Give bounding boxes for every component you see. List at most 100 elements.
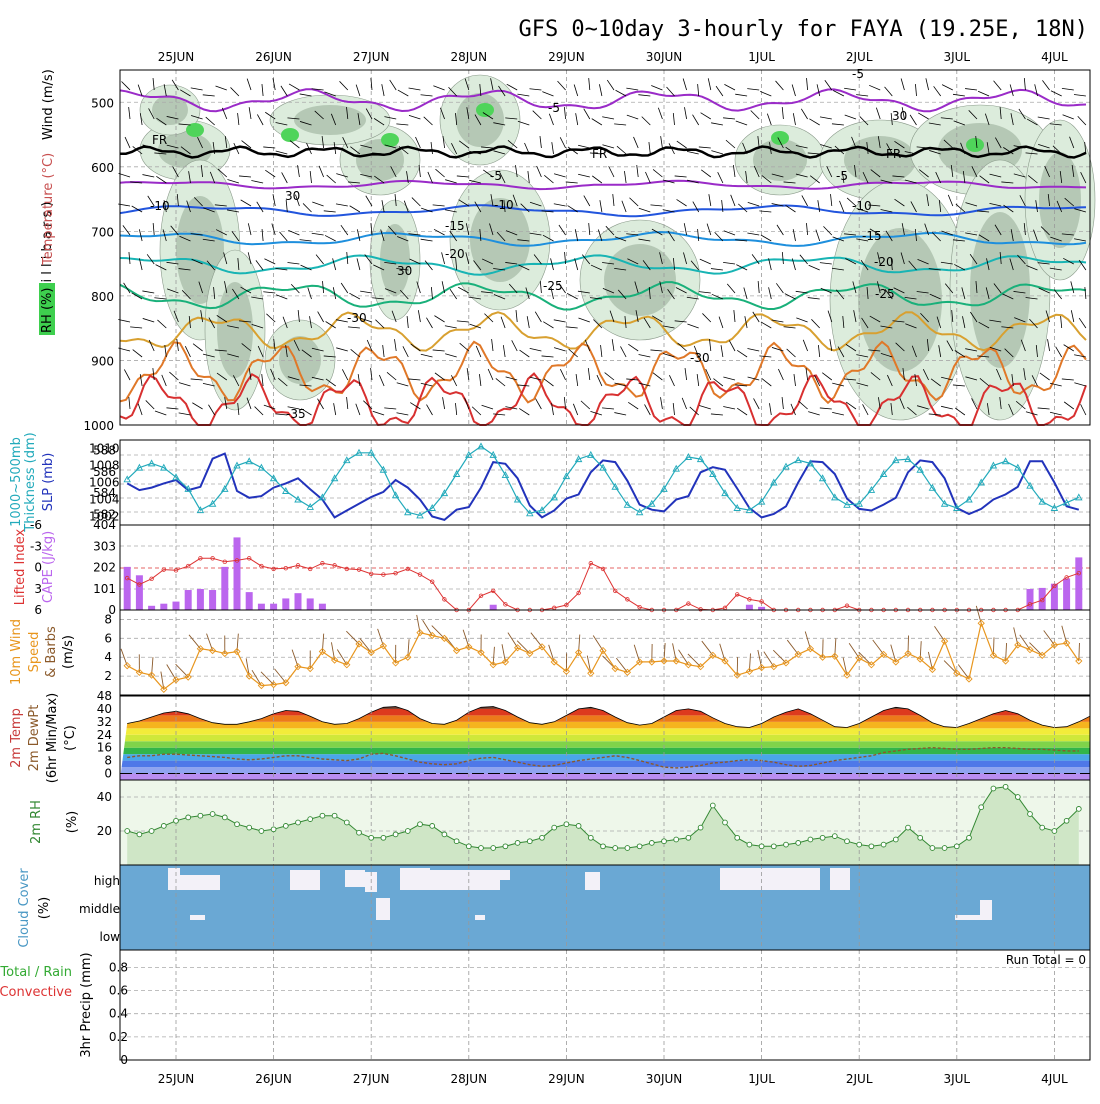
cloud-clear-block bbox=[955, 915, 980, 920]
cloud-fill bbox=[120, 865, 1090, 950]
rh-point bbox=[1040, 825, 1045, 830]
cloud-clear-block bbox=[190, 915, 205, 920]
contour-label: -25 bbox=[543, 279, 563, 293]
rh-point bbox=[247, 825, 252, 830]
temp-tick: 48 bbox=[97, 689, 112, 703]
rh-point bbox=[893, 837, 898, 842]
cloud-level-label: high bbox=[94, 874, 120, 888]
cape-bar bbox=[124, 567, 131, 610]
temp-band bbox=[120, 754, 1090, 760]
cloud-clear-block bbox=[475, 915, 485, 920]
wind10-tick: 8 bbox=[104, 612, 112, 626]
cape-bar bbox=[160, 604, 167, 610]
rh-point bbox=[686, 835, 691, 840]
temp-band bbox=[120, 728, 1090, 734]
top-date-label: 28JUN bbox=[451, 50, 488, 64]
slp-tick: 1004 bbox=[89, 493, 120, 507]
bottom-date-label: 29JUN bbox=[548, 1072, 585, 1086]
rh-point bbox=[198, 813, 203, 818]
temp-tick: 40 bbox=[97, 702, 112, 716]
rh-point bbox=[881, 842, 886, 847]
rh-shade-mid bbox=[217, 282, 253, 378]
label-temp-3: (6hr Min/Max) bbox=[45, 693, 60, 783]
rh-point bbox=[125, 829, 130, 834]
contour-label: -30 bbox=[347, 311, 367, 325]
rh-point bbox=[771, 844, 776, 849]
temp-band bbox=[120, 774, 1090, 780]
rh-point bbox=[588, 835, 593, 840]
contour-label: -30 bbox=[690, 351, 710, 365]
cloud-clear-block bbox=[810, 875, 820, 890]
li-tick: -6 bbox=[30, 518, 42, 532]
cape-bar bbox=[1027, 589, 1034, 610]
contour-label: FR bbox=[152, 133, 167, 147]
bottom-date-label: 25JUN bbox=[158, 1072, 195, 1086]
rh-point bbox=[222, 815, 227, 820]
rh-point bbox=[759, 844, 764, 849]
temp-tick: 0 bbox=[104, 767, 112, 781]
slp-tick: 1010 bbox=[89, 442, 120, 456]
rh-shade-mid bbox=[604, 244, 676, 316]
precip-tick: 0 bbox=[120, 1053, 128, 1067]
cape-tick: 101 bbox=[93, 582, 116, 596]
label-precip-total: Total / Rain bbox=[0, 965, 72, 980]
rh-point bbox=[954, 844, 959, 849]
rh-point bbox=[564, 822, 569, 827]
contour-label: FR bbox=[886, 147, 901, 161]
rh-point bbox=[259, 829, 264, 834]
label-wind10-1: 10m Wind bbox=[9, 619, 24, 685]
cape-bar bbox=[209, 590, 216, 610]
cape-bar bbox=[246, 592, 253, 610]
rh-point bbox=[357, 830, 362, 835]
rh-point bbox=[625, 846, 630, 851]
rh-point bbox=[832, 834, 837, 839]
top-date-label: 30JUN bbox=[646, 50, 683, 64]
rh-tick: 20 bbox=[97, 824, 112, 838]
temp-tick: 16 bbox=[97, 741, 112, 755]
rh-point bbox=[918, 835, 923, 840]
contour-label: -10 bbox=[852, 199, 872, 213]
chart-title: GFS 0~10day 3-hourly for FAYA (19.25E, 1… bbox=[518, 17, 1088, 42]
rh-point bbox=[381, 835, 386, 840]
cape-bar bbox=[270, 604, 277, 610]
contour-label: -5 bbox=[548, 101, 560, 115]
top-date-label: 26JUN bbox=[255, 50, 292, 64]
label-temp-2: 2m DewPt bbox=[27, 705, 42, 772]
rh-point bbox=[942, 846, 947, 851]
cape-bar bbox=[221, 567, 228, 610]
top-date-label: 25JUN bbox=[158, 50, 195, 64]
rh-point bbox=[649, 841, 654, 846]
label-temp-1: 2m Temp bbox=[9, 708, 24, 768]
cloud-clear-block bbox=[290, 870, 320, 890]
label-temperature: Temperature (°C) bbox=[41, 153, 56, 266]
contour-label: -25 bbox=[875, 287, 895, 301]
temp-tick: 24 bbox=[97, 728, 112, 742]
rh-point bbox=[442, 832, 447, 837]
cloud-clear-block bbox=[168, 868, 180, 890]
rh-shade-high bbox=[381, 133, 399, 147]
label-rh2m: 2m RH bbox=[29, 800, 44, 844]
label-wind10-3: & Barbs bbox=[44, 626, 59, 678]
rh-point bbox=[369, 835, 374, 840]
cape-bar bbox=[1039, 588, 1046, 610]
rh-point bbox=[527, 839, 532, 844]
cloud-clear-block bbox=[830, 868, 850, 890]
contour-label: -15 bbox=[862, 229, 882, 243]
slp-tick: 1006 bbox=[89, 476, 120, 490]
rh-point bbox=[430, 824, 435, 829]
top-date-label: 2JUL bbox=[846, 50, 873, 64]
label-wind10-2: Speed bbox=[27, 632, 42, 673]
bottom-date-label: 26JUN bbox=[255, 1072, 292, 1086]
cape-bar bbox=[185, 590, 192, 610]
top-date-label: 3JUL bbox=[943, 50, 970, 64]
label-cloud: Cloud Cover bbox=[17, 868, 32, 948]
rh-point bbox=[418, 822, 423, 827]
rh-point bbox=[296, 820, 301, 825]
rh-shade-high bbox=[966, 138, 984, 152]
cloud-level-label: middle bbox=[79, 902, 120, 916]
rh-point bbox=[601, 844, 606, 849]
rh-point bbox=[747, 842, 752, 847]
top-date-label: 1JUL bbox=[748, 50, 775, 64]
rh-point bbox=[271, 827, 276, 832]
